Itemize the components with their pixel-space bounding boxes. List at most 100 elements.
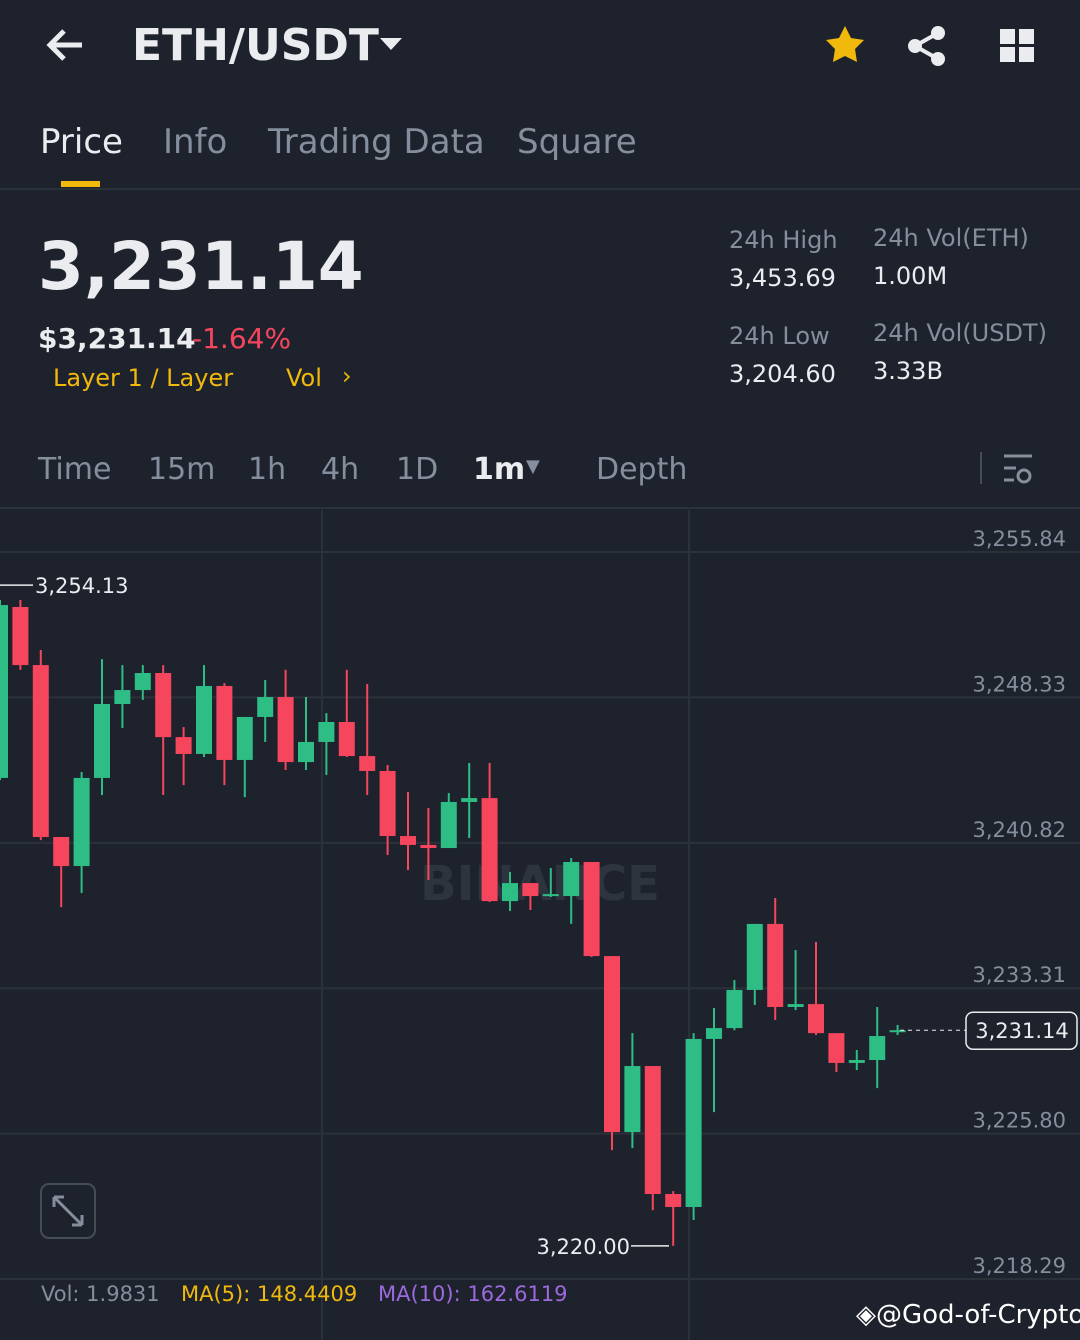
indicator: Vol: 1.9831 <box>41 1282 160 1306</box>
candle-body <box>277 697 294 763</box>
y-tick-label: 3,248.33 <box>972 672 1066 696</box>
candle-body <box>359 756 376 771</box>
last-price: 3,231.14 <box>38 228 364 305</box>
candle-body <box>869 1036 886 1061</box>
candle-body <box>257 697 274 717</box>
candle-body <box>848 1060 865 1063</box>
back-icon[interactable] <box>46 29 82 61</box>
candle-body <box>420 844 437 849</box>
y-tick-label: 3,255.84 <box>972 527 1066 551</box>
settings-icon[interactable] <box>1004 454 1032 484</box>
star-icon[interactable] <box>826 26 864 62</box>
stat-value: 3,204.60 <box>729 360 836 388</box>
candle-body <box>400 836 416 845</box>
candle-body <box>298 741 314 763</box>
expand-button[interactable] <box>40 1183 96 1239</box>
usd-price: $3,231.14 <box>38 322 196 355</box>
stat-label: 24h Vol(ETH) <box>873 224 1029 252</box>
indicator: MA(10): 162.6119 <box>378 1282 568 1306</box>
candle-body <box>726 989 743 1029</box>
tab[interactable]: Square <box>517 122 637 162</box>
tag[interactable]: Layer 1 / Layer <box>53 364 234 392</box>
expand-icon <box>52 1195 84 1227</box>
tab-indicator <box>61 181 100 187</box>
y-tick-label: 3,233.31 <box>972 963 1066 987</box>
candle-body <box>114 690 131 704</box>
stat-label: 24h Vol(USDT) <box>873 319 1047 347</box>
candle-body <box>175 737 192 754</box>
candle-body <box>134 673 151 691</box>
candle-body <box>644 1066 661 1195</box>
tab[interactable]: Trading Data <box>268 122 485 162</box>
candle-body <box>706 1028 722 1039</box>
candle-body <box>767 923 784 1007</box>
candle-body <box>196 685 212 754</box>
watermark: ◈@God-of-Crypto <box>856 1300 1080 1330</box>
candle-body <box>216 685 233 760</box>
y-tick-label: 3,240.82 <box>972 818 1066 842</box>
stat-label: 24h Low <box>729 322 830 350</box>
interval[interactable]: 1h <box>248 452 287 487</box>
pair-title[interactable]: ETH/USDT <box>132 20 379 71</box>
candle-body <box>685 1038 702 1207</box>
candle-body <box>604 956 620 1133</box>
candle-body <box>440 801 457 849</box>
candle-body <box>155 673 172 738</box>
current-box <box>965 1011 1078 1050</box>
candle-body <box>236 716 253 760</box>
price-change: -1.64% <box>192 322 292 355</box>
candle-body <box>379 770 396 837</box>
candle-body <box>0 605 8 778</box>
interval[interactable]: Time <box>38 452 112 487</box>
stat-value: 3,453.69 <box>729 264 836 292</box>
candle-body <box>808 1004 824 1034</box>
stat-label: 24h High <box>729 226 838 254</box>
y-tick-label: 3,218.29 <box>972 1254 1066 1278</box>
high-label: 3,254.13 <box>35 574 129 598</box>
candle-body <box>522 883 539 897</box>
top-icons <box>0 26 1080 509</box>
interval[interactable]: 1D <box>396 452 439 487</box>
stat-value: 1.00M <box>873 262 948 290</box>
indicator: MA(5): 148.4409 <box>181 1282 358 1306</box>
share-icon[interactable] <box>908 26 945 66</box>
candle-body <box>94 703 110 778</box>
candle-body <box>53 837 70 867</box>
candle-body <box>563 861 580 897</box>
candle-body <box>481 798 498 902</box>
vol-tag[interactable]: Vol <box>286 364 322 392</box>
candle-body <box>583 861 600 957</box>
watermark-text: @God-of-Crypto <box>876 1300 1080 1330</box>
candle-body <box>73 777 90 867</box>
interval[interactable]: 4h <box>321 452 360 487</box>
candle-body <box>828 1033 845 1063</box>
caret: ▼ <box>526 456 540 477</box>
candle-body <box>32 665 49 838</box>
chart: 3,255.84 3,248.33 3,240.82 3,233.31 3,225.80… <box>0 510 1080 1340</box>
candle-body <box>665 1194 682 1207</box>
low-label: 3,220.00 <box>536 1235 630 1259</box>
interval[interactable]: Depth <box>596 452 688 487</box>
grid-icon[interactable] <box>1000 29 1034 62</box>
candle-body <box>746 923 763 990</box>
interval[interactable]: 15m <box>148 452 216 487</box>
candle-body <box>624 1066 641 1133</box>
y-tick-label: 3,225.80 <box>972 1109 1066 1133</box>
candle-body <box>787 1004 804 1007</box>
chart-watermark: BINANCE <box>420 856 660 912</box>
candle-body <box>542 894 559 897</box>
candle-body <box>502 883 518 902</box>
candle-body <box>461 798 478 802</box>
candle-body <box>12 606 29 666</box>
candle-body <box>889 1030 906 1033</box>
current-label: 3,231.14 <box>975 1019 1069 1043</box>
caret[interactable] <box>380 38 402 50</box>
interval[interactable]: 1m <box>473 452 526 487</box>
stat-value: 3.33B <box>873 357 943 385</box>
chevron[interactable]: › <box>342 362 352 390</box>
candle-body <box>318 722 335 742</box>
tab[interactable]: Info <box>163 122 228 162</box>
tab[interactable]: Price <box>40 122 123 162</box>
candle-body <box>338 722 355 757</box>
